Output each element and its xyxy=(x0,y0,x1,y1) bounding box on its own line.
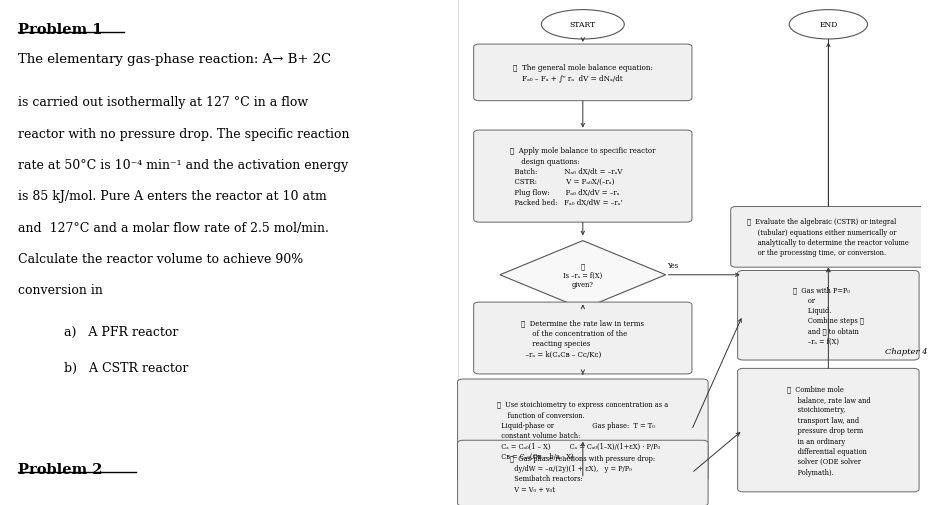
FancyBboxPatch shape xyxy=(737,369,919,492)
FancyBboxPatch shape xyxy=(457,379,708,481)
FancyBboxPatch shape xyxy=(731,207,926,268)
Text: and  127°C and a molar flow rate of 2.5 mol/min.: and 127°C and a molar flow rate of 2.5 m… xyxy=(19,221,330,234)
Text: Chapter 4: Chapter 4 xyxy=(857,324,900,332)
Text: ❼  Gas-phase reactions with pressure drop:
  dy/dW = –α/(2y)(1 + εX),   y = P/P₀: ❼ Gas-phase reactions with pressure drop… xyxy=(510,453,655,493)
Text: ❺  Use stoichiometry to express concentration as a
     function of conversion.
: ❺ Use stoichiometry to express concentra… xyxy=(497,400,668,460)
Text: START: START xyxy=(570,21,596,29)
Text: is carried out isothermally at 127 °C in a flow: is carried out isothermally at 127 °C in… xyxy=(19,96,308,109)
Text: ❻  Gas with P=P₀
       or
       Liquid.
       Combine steps ❹
       and ❺ to: ❻ Gas with P=P₀ or Liquid. Combine steps… xyxy=(793,286,864,345)
FancyBboxPatch shape xyxy=(474,45,692,102)
Text: Calculate the reactor volume to achieve 90%: Calculate the reactor volume to achieve … xyxy=(19,252,304,266)
Ellipse shape xyxy=(789,11,868,40)
FancyBboxPatch shape xyxy=(474,131,692,223)
Text: Chapter 4: Chapter 4 xyxy=(885,347,928,355)
Text: ➈  Combine mole
     balance, rate law and
     stoichiometry,
     transport la: ➈ Combine mole balance, rate law and sto… xyxy=(787,385,870,476)
Text: rate at 50°C is 10⁻⁴ min⁻¹ and the activation energy: rate at 50°C is 10⁻⁴ min⁻¹ and the activ… xyxy=(19,159,349,172)
Text: ❷  Apply mole balance to specific reactor
     design quations:
  Batch:        : ❷ Apply mole balance to specific reactor… xyxy=(510,147,655,207)
Ellipse shape xyxy=(541,11,625,40)
FancyBboxPatch shape xyxy=(737,271,919,361)
Text: Problem 2: Problem 2 xyxy=(19,462,103,476)
Text: b)   A CSTR reactor: b) A CSTR reactor xyxy=(64,361,189,374)
Text: a)   A PFR reactor: a) A PFR reactor xyxy=(64,326,179,339)
Text: Problem 1: Problem 1 xyxy=(19,23,103,37)
Text: END: END xyxy=(819,21,838,29)
Text: is 85 kJ/mol. Pure A enters the reactor at 10 atm: is 85 kJ/mol. Pure A enters the reactor … xyxy=(19,190,327,203)
Text: ➉  Evaluate the algebraic (CSTR) or integral
     (tubular) equations either num: ➉ Evaluate the algebraic (CSTR) or integ… xyxy=(748,218,910,257)
FancyBboxPatch shape xyxy=(474,302,692,374)
Text: The elementary gas-phase reaction: A→ B+ 2C: The elementary gas-phase reaction: A→ B+… xyxy=(19,53,331,66)
FancyBboxPatch shape xyxy=(457,440,708,505)
Text: ❶  The general mole balance equation:
    Fₐ₀ – Fₐ + ∫ᵛ rₐ  dV = dNₐ/dt: ❶ The general mole balance equation: Fₐ₀… xyxy=(513,64,653,82)
Text: P ≠ P₀: P ≠ P₀ xyxy=(549,476,571,484)
Text: ❸
Is –rₐ = f(X)
given?: ❸ Is –rₐ = f(X) given? xyxy=(563,262,602,288)
Text: reactor with no pressure drop. The specific reaction: reactor with no pressure drop. The speci… xyxy=(19,127,350,140)
Text: Yes: Yes xyxy=(668,261,679,269)
Text: No: No xyxy=(587,314,598,322)
Text: ❹  Determine the rate law in terms
     of the concentration of the
     reactin: ❹ Determine the rate law in terms of the… xyxy=(521,319,644,358)
Polygon shape xyxy=(500,241,666,309)
Text: conversion in: conversion in xyxy=(19,284,103,297)
